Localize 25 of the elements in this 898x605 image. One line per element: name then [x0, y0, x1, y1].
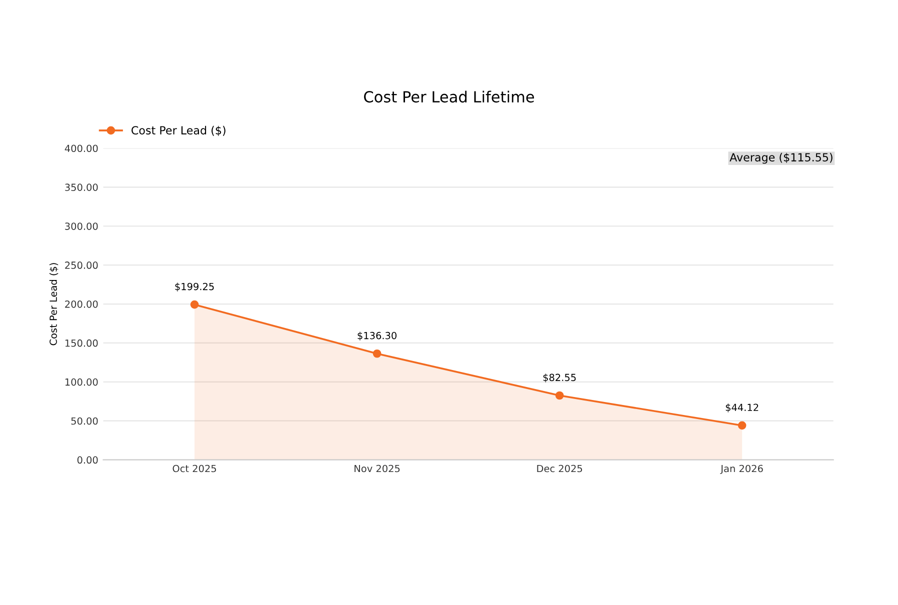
y-tick-label: 50.00	[71, 417, 98, 425]
data-label: $199.25	[175, 282, 214, 292]
y-tick-label: 0.00	[77, 456, 98, 464]
data-label: $82.55	[543, 374, 576, 382]
data-label: $44.12	[726, 404, 758, 412]
x-tick-label: Jan 2026	[720, 464, 763, 474]
y-tick-label: 150.00	[65, 339, 98, 347]
y-tick-label: 350.00	[65, 184, 98, 192]
y-tick-label: 300.00	[65, 222, 98, 230]
y-tick-label: 250.00	[65, 262, 98, 269]
annotation: Average ($115.55)	[730, 152, 832, 164]
chart-title: Cost Per Lead Lifetime	[364, 90, 534, 103]
x-tick-label: Nov 2025	[354, 464, 400, 472]
x-tick-label: Oct 2025	[172, 464, 216, 472]
data-label: $136.30	[358, 332, 397, 341]
point	[372, 349, 382, 358]
legend-label: Cost Per Lead ($)	[132, 126, 226, 136]
point	[190, 300, 199, 309]
y-tick-label: 400.00	[64, 144, 98, 152]
y-axis-title: Cost Per Lead ($)	[49, 263, 58, 346]
y-tick-label: 100.00	[65, 378, 98, 386]
point	[738, 421, 746, 430]
y-tick-label: 200.00	[65, 300, 98, 308]
point	[555, 391, 564, 400]
x-tick-label: Dec 2025	[537, 464, 582, 472]
